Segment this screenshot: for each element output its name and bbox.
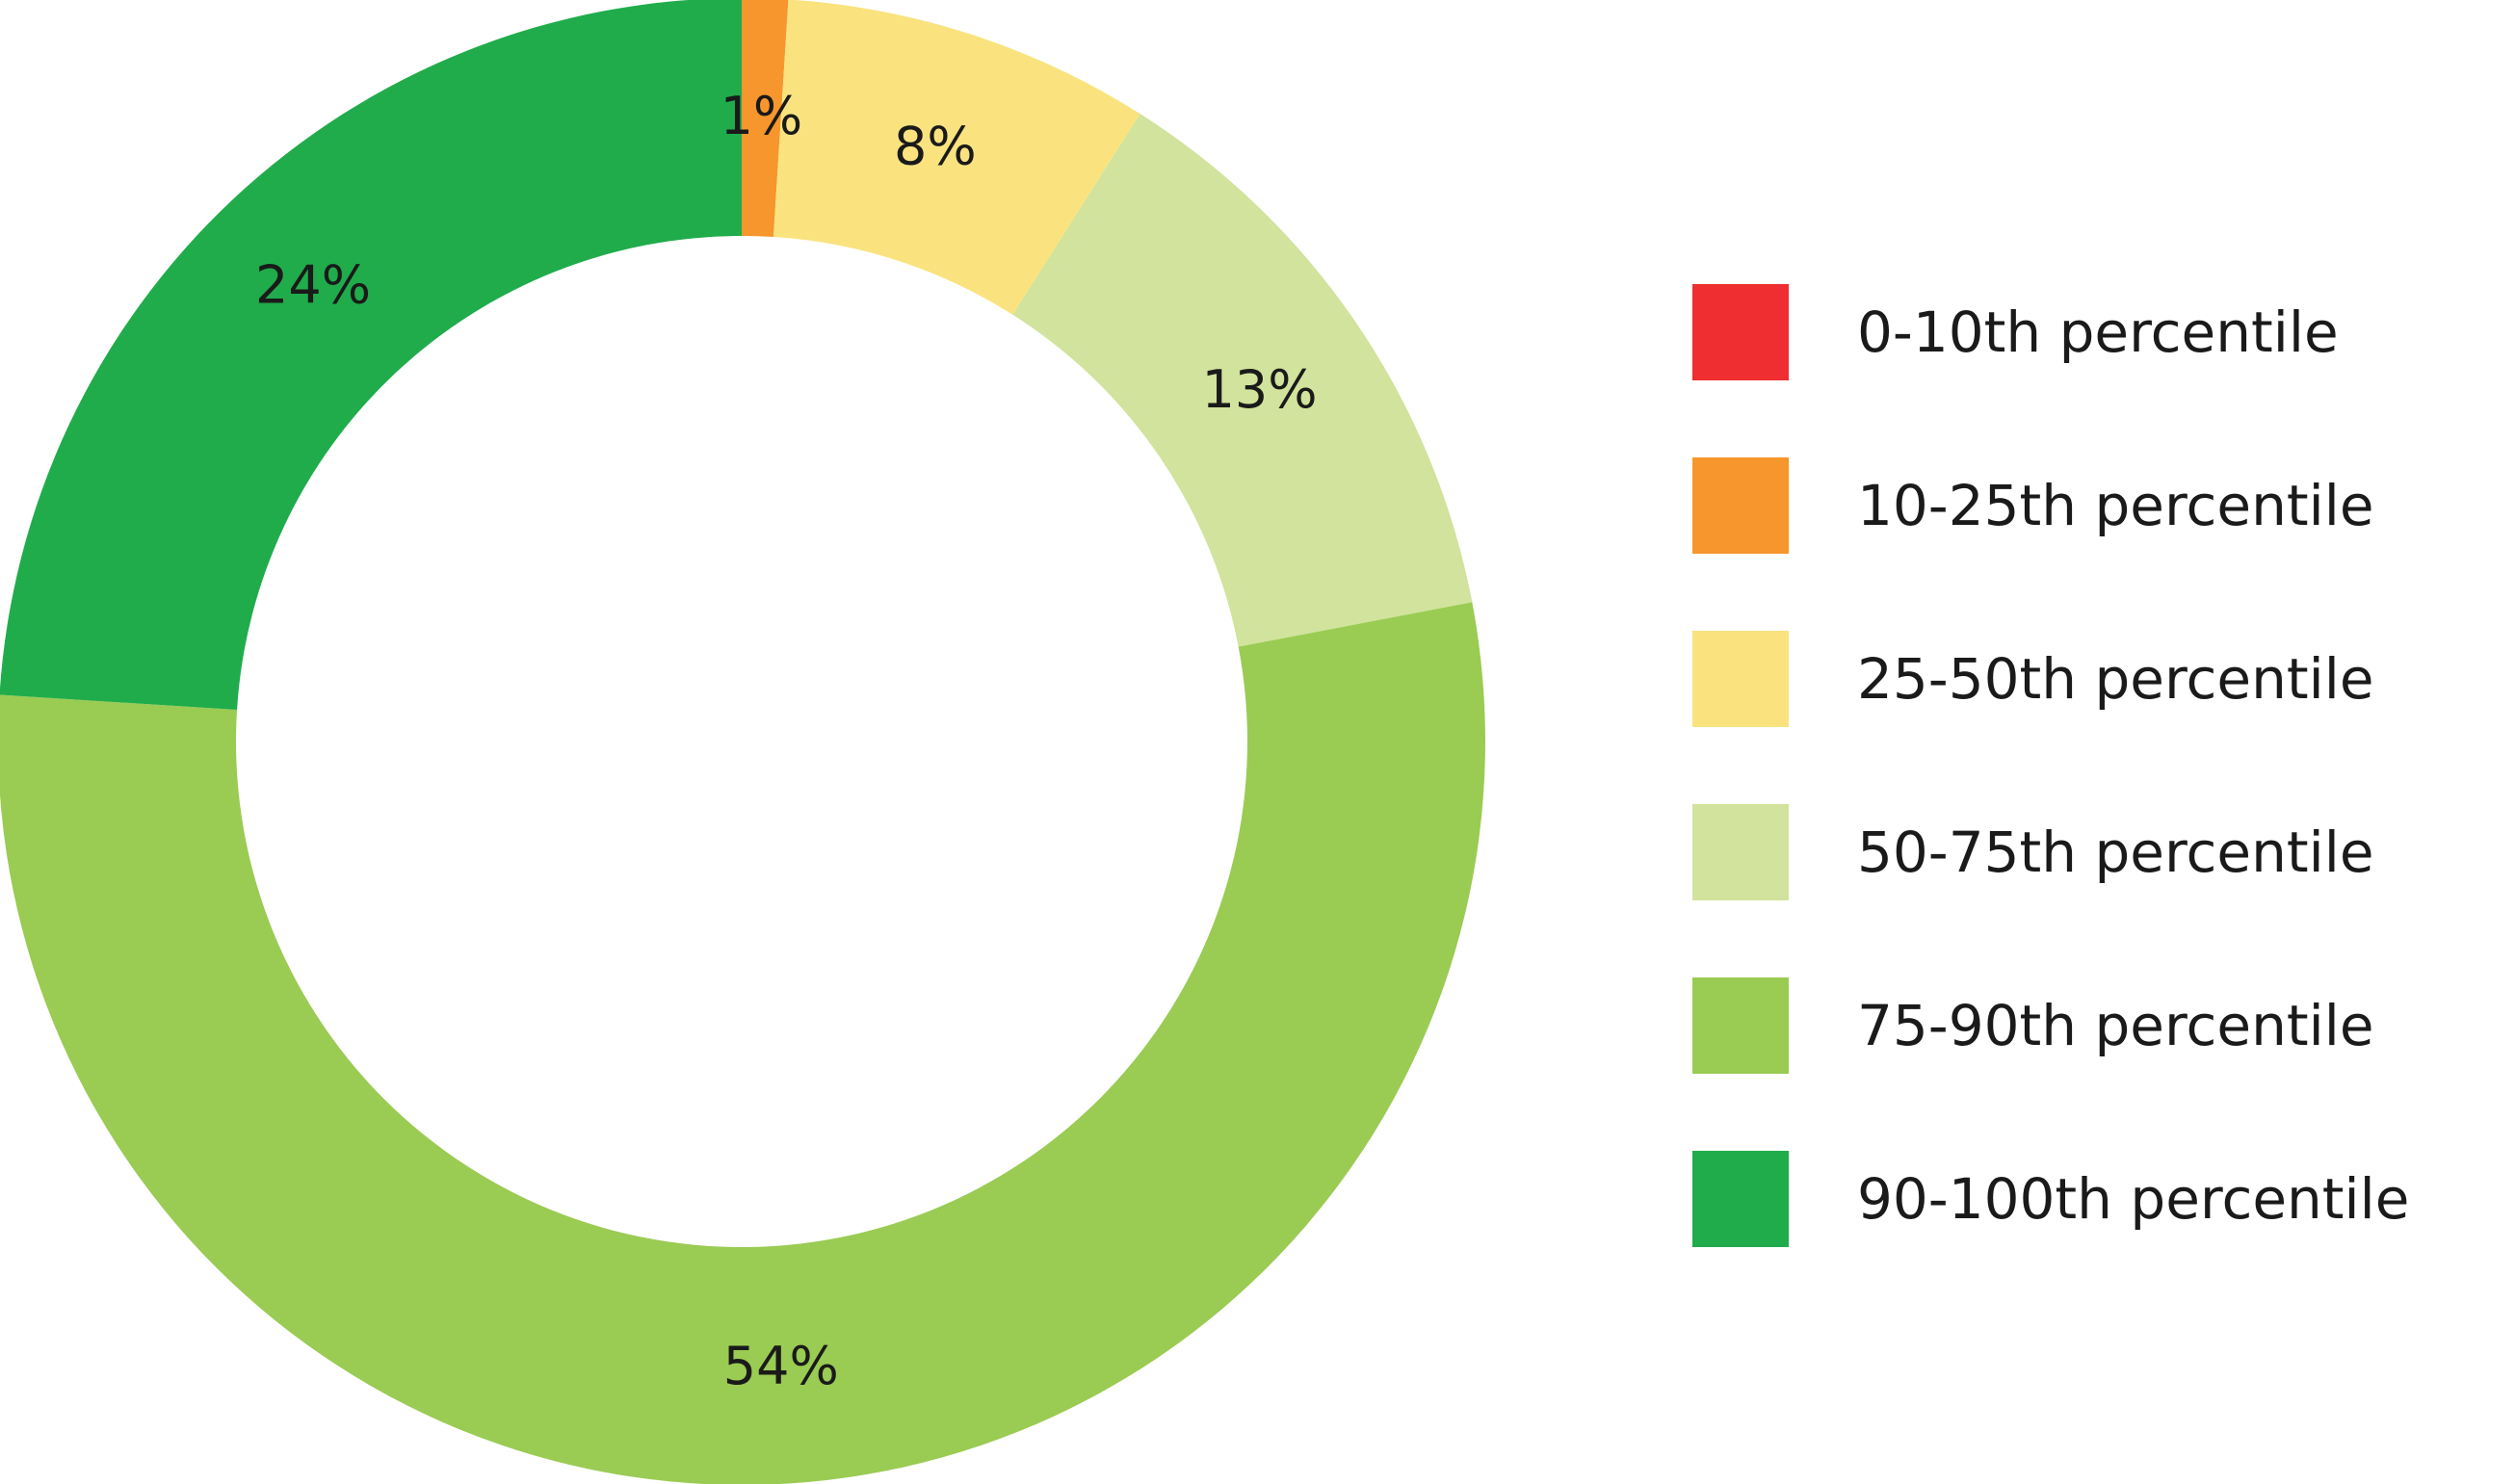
slice-10-25th-percentile [742,0,789,238]
legend-swatch [1692,977,1789,1074]
legend-swatch [1692,804,1789,900]
legend: 0-10th percentile 10-25th percentile 25-50… [1692,284,2409,1247]
slice-value-label: 13% [1202,359,1318,420]
legend-swatch [1692,457,1789,554]
legend-swatch [1692,284,1789,380]
slice-50-75th-percentile [1012,114,1473,647]
legend-label: 50-75th percentile [1857,820,2374,885]
legend-label: 25-50th percentile [1857,646,2374,712]
slice-25-50th-percentile [773,0,1140,315]
legend-label: 90-100th percentile [1857,1166,2409,1232]
slice-value-label: 1% [720,86,803,146]
donut-slices [0,0,1485,1484]
legend-swatch [1692,1151,1789,1247]
slice-value-label: 8% [894,116,977,176]
legend-label: 10-25th percentile [1857,473,2374,538]
legend-swatch [1692,631,1789,727]
slice-90-100th-percentile [0,0,742,711]
slice-labels: 1% 8% 13% 54% 24% [255,86,1318,1396]
slice-value-label: 24% [255,255,371,316]
slice-value-label: 54% [723,1336,839,1396]
slice-75-90th-percentile [0,602,1485,1484]
legend-label: 75-90th percentile [1857,993,2374,1058]
legend-label: 0-10th percentile [1857,299,2339,365]
